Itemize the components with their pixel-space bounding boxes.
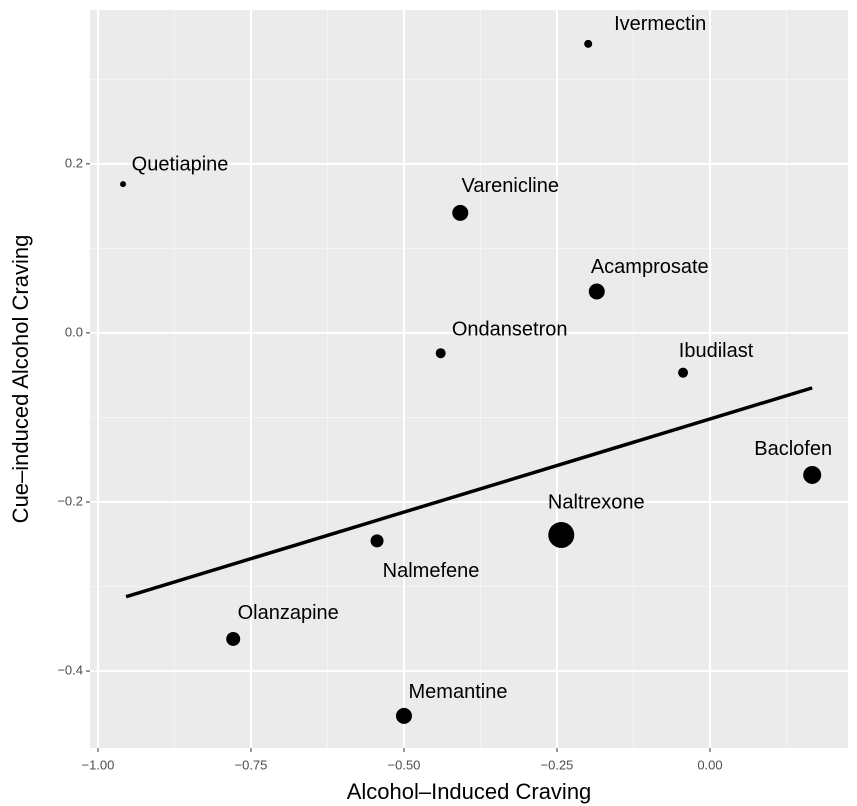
- plot-panel: [90, 10, 848, 748]
- point: [395, 707, 412, 724]
- y-tick-label: −0.4: [57, 663, 83, 678]
- point: [548, 521, 575, 548]
- y-tick-label: −0.2: [57, 493, 83, 508]
- point: [584, 39, 593, 48]
- point-label: Varenicline: [462, 175, 559, 197]
- y-axis-title: Cue–induced Alcohol Craving: [8, 235, 33, 524]
- x-tick-label: −0.25: [541, 757, 574, 772]
- point-label: Nalmefene: [383, 560, 480, 582]
- x-tick-label: −1.00: [82, 757, 115, 772]
- point-label: Acamprosate: [591, 256, 709, 278]
- x-tick-label: −0.75: [235, 757, 268, 772]
- y-tick-label: 0.2: [65, 155, 83, 170]
- point-label: Ivermectin: [614, 13, 706, 35]
- point: [452, 204, 469, 221]
- point: [435, 348, 446, 359]
- point-label: Quetiapine: [132, 153, 229, 175]
- point: [370, 534, 384, 548]
- point: [803, 465, 822, 484]
- point-label: Olanzapine: [238, 602, 339, 624]
- point: [120, 181, 127, 188]
- point: [588, 283, 605, 300]
- x-axis-title: Alcohol–Induced Craving: [347, 779, 592, 804]
- x-tick-label: 0.00: [697, 757, 722, 772]
- point-label: Ibudilast: [679, 340, 754, 362]
- point-label: Ondansetron: [452, 318, 568, 340]
- point-label: Naltrexone: [548, 491, 645, 513]
- x-tick-label: −0.50: [388, 757, 421, 772]
- point: [678, 367, 689, 378]
- point: [226, 631, 241, 646]
- y-tick-label: 0.0: [65, 324, 83, 339]
- trend-line: [125, 386, 813, 599]
- point-label: Baclofen: [754, 438, 832, 460]
- point-label: Memantine: [409, 681, 508, 703]
